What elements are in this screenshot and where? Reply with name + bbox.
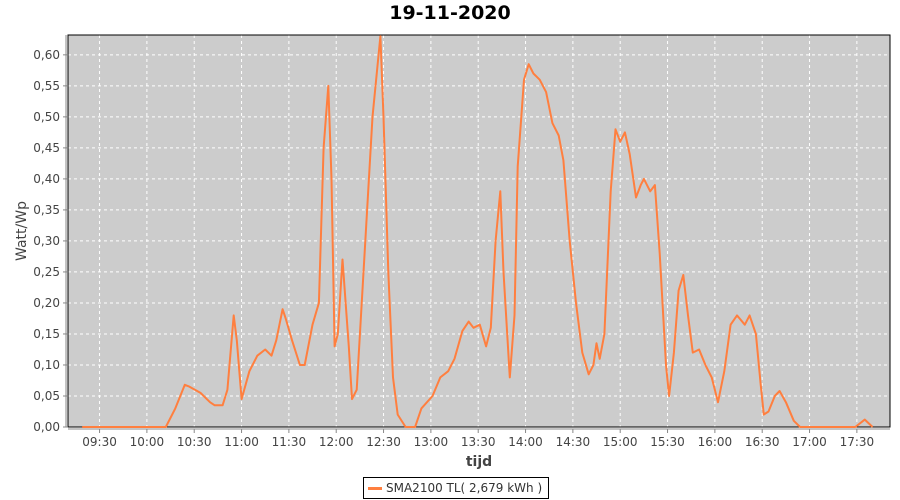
- x-tick-label: 12:00: [319, 435, 354, 449]
- x-tick-label: 15:30: [650, 435, 685, 449]
- y-tick-label: 0,35: [33, 203, 60, 217]
- x-tick-label: 17:00: [792, 435, 827, 449]
- plot-background: [68, 35, 890, 427]
- x-tick-label: 10:30: [177, 435, 212, 449]
- y-tick-label: 0,45: [33, 141, 60, 155]
- y-tick-label: 0,20: [33, 296, 60, 310]
- x-tick-label: 16:00: [698, 435, 733, 449]
- x-tick-label: 12:30: [366, 435, 401, 449]
- x-tick-label: 14:00: [508, 435, 543, 449]
- x-tick-label: 15:00: [603, 435, 638, 449]
- x-tick-label: 10:00: [130, 435, 165, 449]
- x-axis-label: tijd: [466, 454, 492, 470]
- x-tick-label: 13:00: [414, 435, 449, 449]
- x-tick-label: 16:30: [745, 435, 780, 449]
- y-tick-label: 0,05: [33, 389, 60, 403]
- x-tick-label: 17:30: [840, 435, 875, 449]
- y-tick-label: 0,00: [33, 420, 60, 434]
- y-tick-label: 0,55: [33, 79, 60, 93]
- series-line: [82, 35, 874, 428]
- x-tick-label: 13:30: [461, 435, 496, 449]
- legend-label: SMA2100 TL( 2,679 kWh ): [386, 481, 543, 495]
- x-tick-label: 14:30: [556, 435, 591, 449]
- y-tick-label: 0,15: [33, 327, 60, 341]
- x-tick-label: 11:30: [272, 435, 307, 449]
- y-tick-label: 0,25: [33, 265, 60, 279]
- y-tick-label: 0,30: [33, 234, 60, 248]
- y-axis-label: Watt/Wp: [14, 201, 30, 261]
- legend: SMA2100 TL( 2,679 kWh ): [363, 477, 550, 499]
- y-tick-label: 0,60: [33, 48, 60, 62]
- x-tick-label: 11:00: [224, 435, 259, 449]
- chart-title: 19-11-2020: [389, 2, 511, 24]
- y-tick-label: 0,50: [33, 110, 60, 124]
- legend-swatch: [368, 486, 382, 490]
- y-tick-label: 0,40: [33, 172, 60, 186]
- y-tick-label: 0,10: [33, 358, 60, 372]
- x-tick-label: 09:30: [82, 435, 117, 449]
- plot-border: [67, 34, 891, 428]
